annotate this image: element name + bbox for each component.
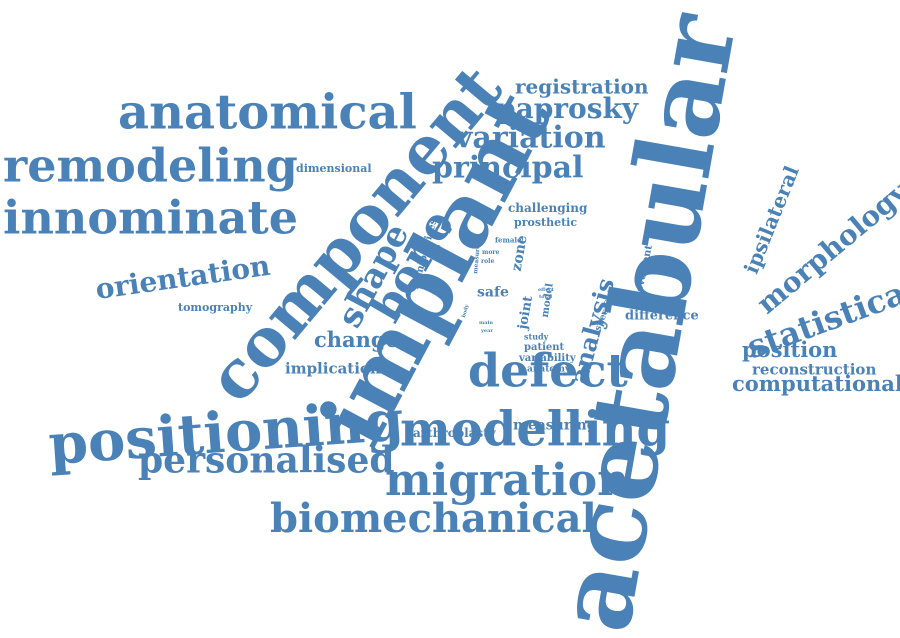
- word-more: more: [482, 249, 500, 257]
- word-measuring: measuring: [513, 417, 597, 434]
- word-tomography: tomography: [178, 300, 253, 314]
- word-dimensional: dimensional: [296, 161, 372, 175]
- word-safe: safe: [477, 284, 509, 301]
- word-arthroplasty: arthroplasty: [413, 426, 496, 441]
- word-effect: effect: [538, 286, 554, 293]
- word-modelling: modelling: [400, 401, 671, 458]
- word-study: study: [524, 331, 549, 342]
- word-reconstruction: reconstruction: [752, 360, 877, 379]
- word-paprosky: paprosky: [496, 92, 639, 126]
- word-patient: patient: [524, 341, 565, 353]
- word-anatomy: anatomy: [527, 364, 571, 375]
- word-challenging: challenging: [508, 201, 588, 216]
- word-female: female: [495, 235, 522, 245]
- word-migration: migration: [385, 454, 630, 506]
- word-change: change: [314, 326, 399, 352]
- word-anatomical: anatomical: [118, 84, 417, 141]
- word-total: total: [539, 293, 553, 300]
- word-remodeling: remodeling: [3, 138, 298, 193]
- word-biomechanical: biomechanical: [270, 495, 597, 543]
- word-innominate: innominate: [3, 190, 298, 245]
- word-position: position: [742, 336, 838, 362]
- word-registration: registration: [515, 74, 649, 99]
- word-difference: difference: [625, 308, 699, 324]
- word-year: year: [481, 327, 493, 334]
- word-joint: joint: [515, 294, 537, 331]
- word-variation: variation: [455, 120, 606, 156]
- word-computational: computational: [732, 370, 900, 396]
- word-orientation: orientation: [93, 248, 273, 306]
- word-principal: principal: [432, 150, 584, 186]
- word-role: role: [481, 258, 495, 266]
- word-personalised: personalised: [138, 439, 395, 482]
- word-defect: defect: [468, 343, 628, 398]
- word-variability: variability: [519, 352, 576, 364]
- word-prosthetic: prosthetic: [514, 215, 578, 229]
- word-main: main: [479, 319, 494, 326]
- word-implication: implication: [285, 359, 381, 378]
